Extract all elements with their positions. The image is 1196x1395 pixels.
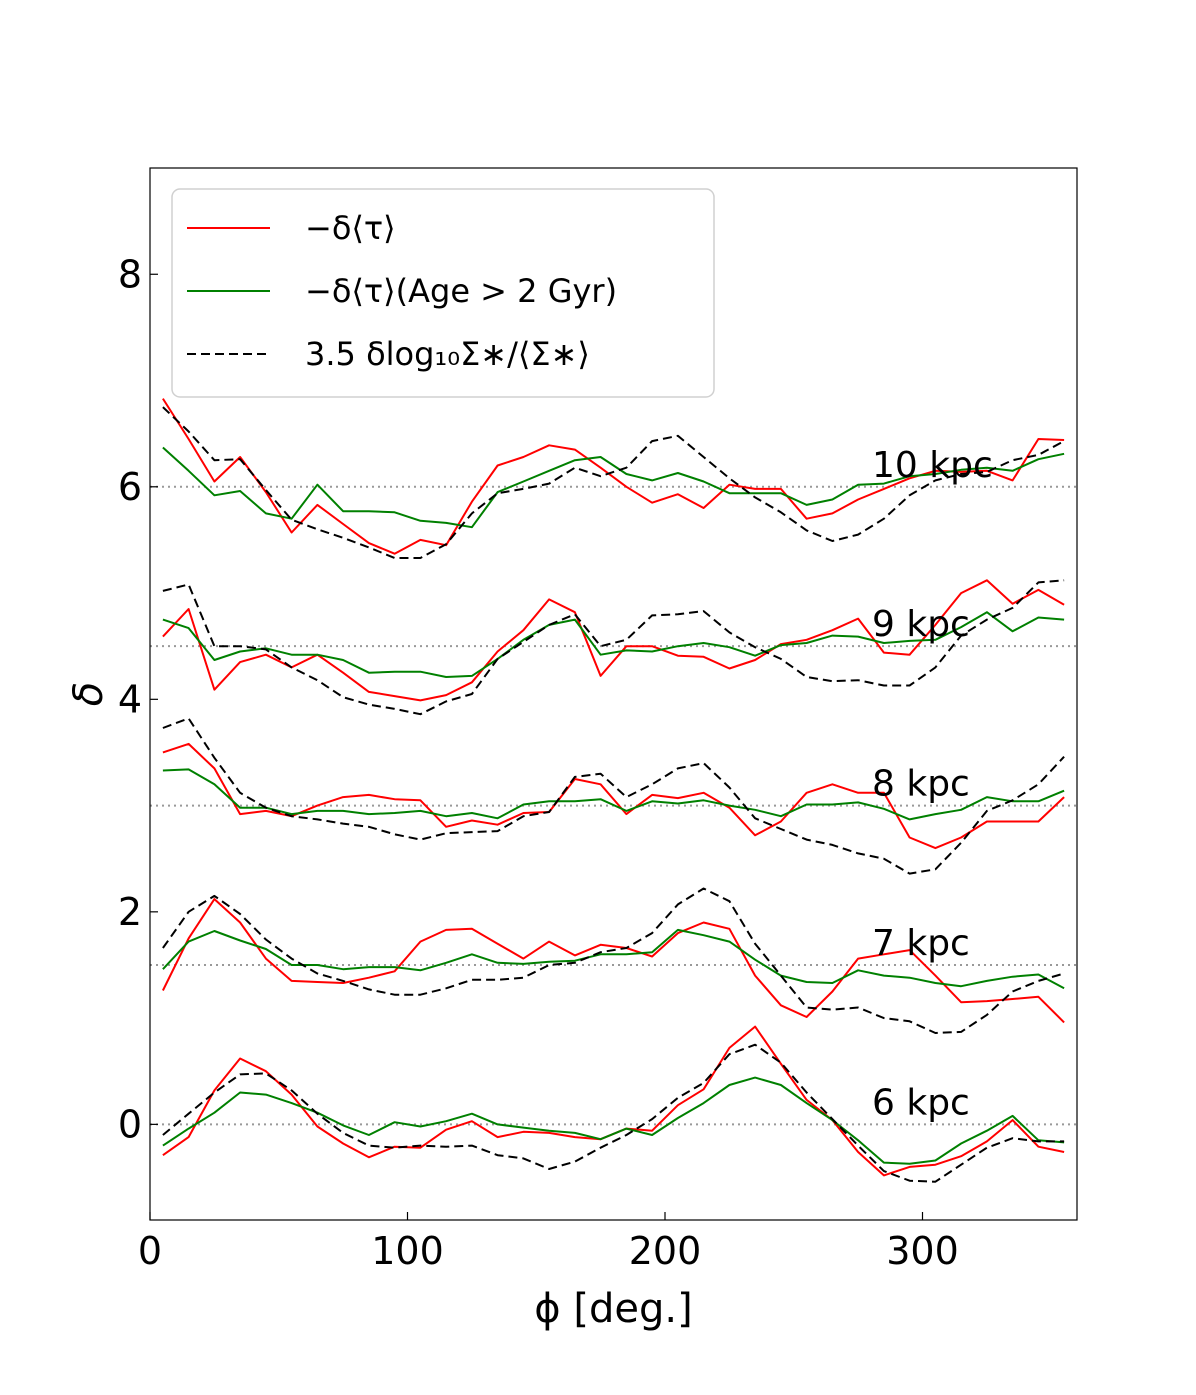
series-black-10-kpc xyxy=(162,406,1065,559)
legend-label-black: 3.5 δlog₁₀Σ∗/⟨Σ∗⟩ xyxy=(305,335,590,373)
x-tick-label: 200 xyxy=(629,1229,702,1273)
series-green-7-kpc xyxy=(162,928,1065,990)
x-tick-label: 100 xyxy=(371,1229,444,1273)
plot-border xyxy=(149,167,1078,1221)
axes-frame xyxy=(149,167,1078,1221)
y-axis-label: δ xyxy=(66,682,112,706)
y-tick-label: 6 xyxy=(118,465,142,509)
legend-label-green: −δ⟨τ⟩(Age > 2 Gyr) xyxy=(305,272,617,310)
legend: −δ⟨τ⟩ −δ⟨τ⟩(Age > 2 Gyr) 3.5 δlog₁₀Σ∗/⟨Σ∗⟩ xyxy=(171,188,715,398)
series-red-10-kpc xyxy=(162,398,1065,555)
series-black-6-kpc xyxy=(162,1043,1065,1183)
series-black-8-kpc xyxy=(162,717,1065,875)
x-tick-label: 0 xyxy=(138,1229,162,1273)
series-red-8-kpc xyxy=(162,742,1065,850)
legend-box xyxy=(171,188,715,398)
series-green-9-kpc xyxy=(162,611,1065,678)
x-tick-label: 300 xyxy=(886,1229,959,1273)
series-red-7-kpc xyxy=(162,898,1065,1024)
series-green-8-kpc xyxy=(162,768,1065,821)
plot-content xyxy=(150,398,1077,1183)
group-label-9-kpc: 9 kpc xyxy=(872,604,970,645)
ticks: 0 100 200 300 0 2 4 6 8 xyxy=(118,252,959,1273)
series-black-7-kpc xyxy=(162,887,1065,1034)
group-label-6-kpc: 6 kpc xyxy=(872,1082,970,1123)
y-tick-label: 4 xyxy=(118,677,142,721)
y-tick-label: 2 xyxy=(118,890,142,934)
y-tick-label: 0 xyxy=(118,1102,142,1146)
series-green-10-kpc xyxy=(162,446,1065,529)
group-label-10-kpc: 10 kpc xyxy=(872,445,993,486)
x-axis-label: ϕ [deg.] xyxy=(534,1286,692,1332)
series-black-9-kpc xyxy=(162,579,1065,716)
legend-label-red: −δ⟨τ⟩ xyxy=(305,209,396,247)
group-label-7-kpc: 7 kpc xyxy=(872,923,970,964)
series-red-9-kpc xyxy=(162,579,1065,702)
y-tick-label: 8 xyxy=(118,252,142,296)
group-label-8-kpc: 8 kpc xyxy=(872,764,970,805)
